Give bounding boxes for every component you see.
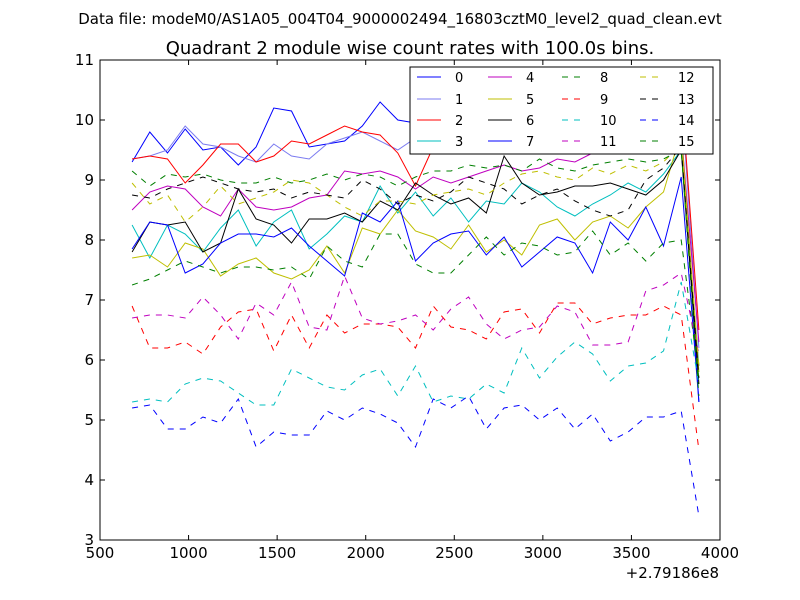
legend-label-13: 13 <box>678 93 695 108</box>
legend-label-1: 1 <box>455 93 463 108</box>
x-tick-label: 1500 <box>258 544 296 562</box>
legend-label-0: 0 <box>455 71 463 86</box>
series-line-7 <box>131 176 700 403</box>
legend-label-11: 11 <box>600 135 617 150</box>
chart-supertitle: Data file: modeM0/AS1A05_004T04_90000024… <box>78 10 722 29</box>
y-tick-label: 6 <box>84 351 94 369</box>
x-tick-label: 2500 <box>435 544 473 562</box>
x-offset-label: +2.79186e8 <box>626 564 719 582</box>
chart-title: Quadrant 2 module wise count rates with … <box>166 38 655 59</box>
series-line-9 <box>131 302 700 451</box>
legend-label-9: 9 <box>600 93 608 108</box>
y-tick-label: 10 <box>75 111 94 129</box>
x-tick-label: 2000 <box>347 544 385 562</box>
x-tick-label: 3500 <box>612 544 650 562</box>
legend-label-6: 6 <box>526 114 534 129</box>
legend-label-10: 10 <box>600 114 617 129</box>
legend-label-14: 14 <box>678 114 695 129</box>
legend-label-8: 8 <box>600 71 608 86</box>
series-line-3 <box>131 148 700 367</box>
y-tick-label: 4 <box>84 471 94 489</box>
series-line-11 <box>132 272 700 355</box>
y-tick-label: 7 <box>84 291 94 309</box>
y-tick-label: 9 <box>84 171 94 189</box>
series-line-12 <box>131 142 700 367</box>
y-tick-label: 8 <box>84 231 94 249</box>
x-tick-label: 1000 <box>169 544 207 562</box>
x-tick-label: 4000 <box>701 544 739 562</box>
legend-label-2: 2 <box>455 114 463 129</box>
plot-frame <box>99 59 721 541</box>
y-tick-label: 5 <box>84 411 94 429</box>
legend-label-7: 7 <box>526 135 534 150</box>
series-line-14 <box>132 395 700 517</box>
series-line-4 <box>131 130 700 343</box>
y-tick-label: 11 <box>75 51 94 69</box>
legend-frame <box>409 66 714 155</box>
legend-label-3: 3 <box>455 135 463 150</box>
series-line-6 <box>131 148 700 385</box>
series-layer <box>131 88 700 517</box>
legend-label-4: 4 <box>526 71 534 86</box>
series-line-10 <box>132 281 700 406</box>
series-line-5 <box>132 131 700 373</box>
ticks-layer: 500 1000 1500 2000 2500 3000 3500 4000345678910… <box>75 51 739 562</box>
series-line-8 <box>131 230 700 379</box>
y-tick-label: 3 <box>84 531 94 549</box>
series-line-15 <box>131 149 700 397</box>
legend-label-12: 12 <box>678 71 695 86</box>
legend-label-5: 5 <box>526 93 534 108</box>
series-line-13 <box>132 145 700 379</box>
x-tick-label: 3000 <box>524 544 562 562</box>
x-tick-label: 500 <box>86 544 115 562</box>
legend-label-15: 15 <box>678 135 695 150</box>
